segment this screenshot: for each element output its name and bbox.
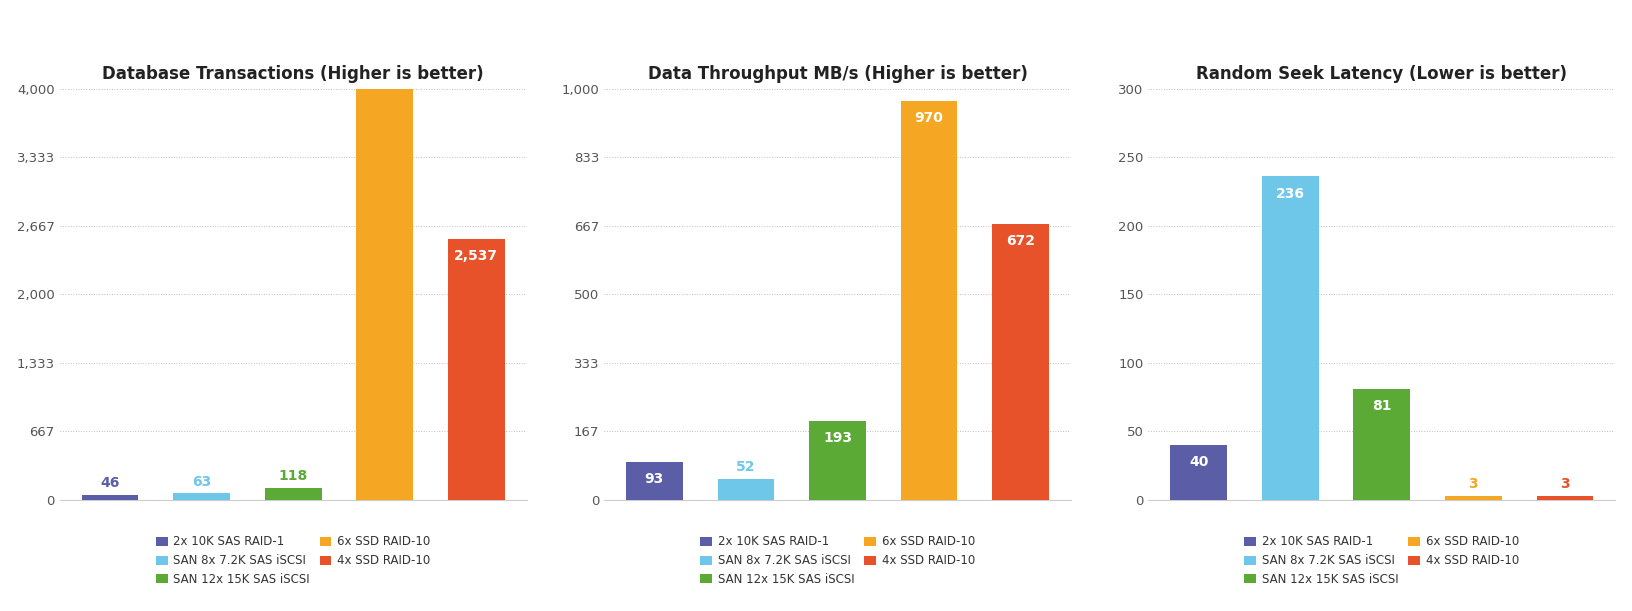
Text: 52: 52 bbox=[736, 459, 756, 474]
Legend: 2x 10K SAS RAID-1, SAN 8x 7.2K SAS iSCSI, SAN 12x 15K SAS iSCSI, 6x SSD RAID-10,: 2x 10K SAS RAID-1, SAN 8x 7.2K SAS iSCSI… bbox=[1240, 530, 1524, 591]
Bar bbox=[173, 494, 230, 500]
Text: 672: 672 bbox=[1007, 234, 1035, 248]
Bar bbox=[264, 488, 322, 500]
Legend: 2x 10K SAS RAID-1, SAN 8x 7.2K SAS iSCSI, SAN 12x 15K SAS iSCSI, 6x SSD RAID-10,: 2x 10K SAS RAID-1, SAN 8x 7.2K SAS iSCSI… bbox=[695, 530, 979, 591]
Text: 193: 193 bbox=[823, 431, 852, 445]
Bar bbox=[1353, 389, 1410, 500]
Text: 3: 3 bbox=[1560, 477, 1570, 491]
Bar bbox=[809, 420, 867, 500]
Bar bbox=[356, 15, 413, 500]
Text: 46: 46 bbox=[100, 477, 119, 490]
Bar bbox=[82, 496, 139, 500]
Bar bbox=[447, 239, 504, 500]
Text: 2,537: 2,537 bbox=[454, 249, 498, 263]
Text: 93: 93 bbox=[645, 472, 664, 486]
Bar bbox=[992, 224, 1049, 500]
Title: Database Transactions (Higher is better): Database Transactions (Higher is better) bbox=[103, 65, 485, 83]
Bar bbox=[1170, 445, 1227, 500]
Bar bbox=[1444, 496, 1501, 500]
Text: 236: 236 bbox=[1276, 187, 1304, 200]
Bar bbox=[627, 462, 682, 500]
Text: 81: 81 bbox=[1373, 399, 1392, 413]
Bar bbox=[1262, 177, 1319, 500]
Text: 40: 40 bbox=[1190, 455, 1208, 469]
Text: 3: 3 bbox=[1469, 477, 1479, 491]
Text: 118: 118 bbox=[279, 469, 308, 483]
Bar bbox=[718, 478, 774, 500]
Title: Random Seek Latency (Lower is better): Random Seek Latency (Lower is better) bbox=[1196, 65, 1567, 83]
Bar bbox=[1537, 496, 1593, 500]
Text: 970: 970 bbox=[914, 111, 943, 125]
Text: 63: 63 bbox=[193, 475, 211, 489]
Bar bbox=[901, 101, 958, 500]
Title: Data Throughput MB/s (Higher is better): Data Throughput MB/s (Higher is better) bbox=[648, 65, 1028, 83]
Text: 4,712: 4,712 bbox=[362, 26, 406, 40]
Legend: 2x 10K SAS RAID-1, SAN 8x 7.2K SAS iSCSI, SAN 12x 15K SAS iSCSI, 6x SSD RAID-10,: 2x 10K SAS RAID-1, SAN 8x 7.2K SAS iSCSI… bbox=[152, 530, 436, 591]
